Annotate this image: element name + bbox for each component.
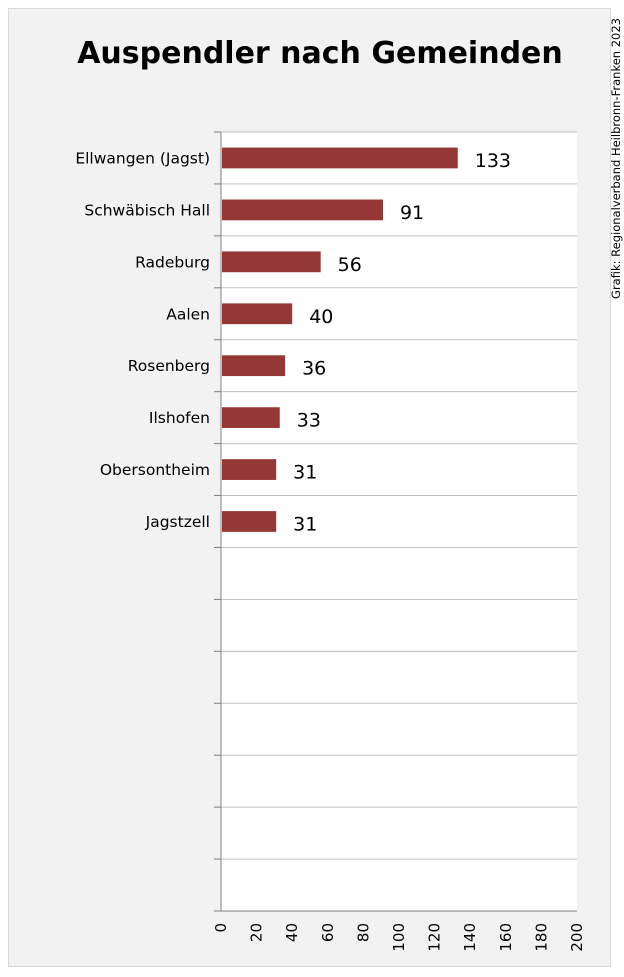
category-label: Schwäbisch Hall [84, 201, 210, 219]
bar [222, 251, 321, 273]
x-tick-label: 60 [319, 923, 337, 942]
credit-label: Grafik: Regionalverband Heilbronn-Franke… [609, 18, 623, 299]
bar [222, 511, 277, 532]
bar [222, 147, 458, 169]
x-tick-label: 160 [497, 923, 515, 952]
chart-title: Auspendler nach Gemeinden [77, 36, 563, 71]
value-label: 133 [475, 150, 511, 172]
x-tick-label: 180 [532, 923, 550, 952]
x-tick-label: 20 [248, 923, 266, 942]
x-tick-label: 140 [461, 923, 479, 952]
value-label: 36 [302, 358, 326, 380]
category-label: Aalen [166, 305, 210, 323]
category-labels: Ellwangen (Jagst) Schwäbisch Hall Radeburg… [75, 149, 210, 531]
bar [222, 407, 280, 429]
bar [222, 303, 293, 325]
value-labels: 133 91 56 40 36 33 31 31 [293, 150, 511, 536]
bar [222, 355, 286, 377]
x-tick-label: 120 [426, 923, 444, 952]
value-label: 56 [338, 254, 362, 276]
x-tick-label: 0 [212, 923, 230, 933]
x-tick-label: 100 [390, 923, 408, 952]
x-tick-label: 40 [283, 923, 301, 942]
value-label: 31 [293, 462, 317, 484]
x-tick-labels: 0 20 40 60 80 100 120 140 160 180 200 [212, 923, 586, 952]
axes [214, 131, 577, 912]
value-label: 31 [293, 514, 317, 536]
value-label: 40 [309, 306, 333, 328]
category-label: Rosenberg [128, 357, 210, 375]
x-tick-label: 200 [568, 923, 586, 952]
category-label: Obersontheim [100, 461, 210, 479]
x-tick-label: 80 [354, 923, 372, 942]
category-label: Ellwangen (Jagst) [75, 149, 210, 167]
category-label: Jagstzell [145, 513, 210, 531]
bar [222, 199, 383, 221]
bars [222, 147, 458, 532]
bar [222, 459, 277, 480]
value-label: 91 [400, 202, 424, 224]
category-label: Ilshofen [149, 409, 210, 427]
value-label: 33 [297, 410, 321, 432]
grid-lines [221, 131, 577, 860]
category-label: Radeburg [135, 253, 210, 271]
